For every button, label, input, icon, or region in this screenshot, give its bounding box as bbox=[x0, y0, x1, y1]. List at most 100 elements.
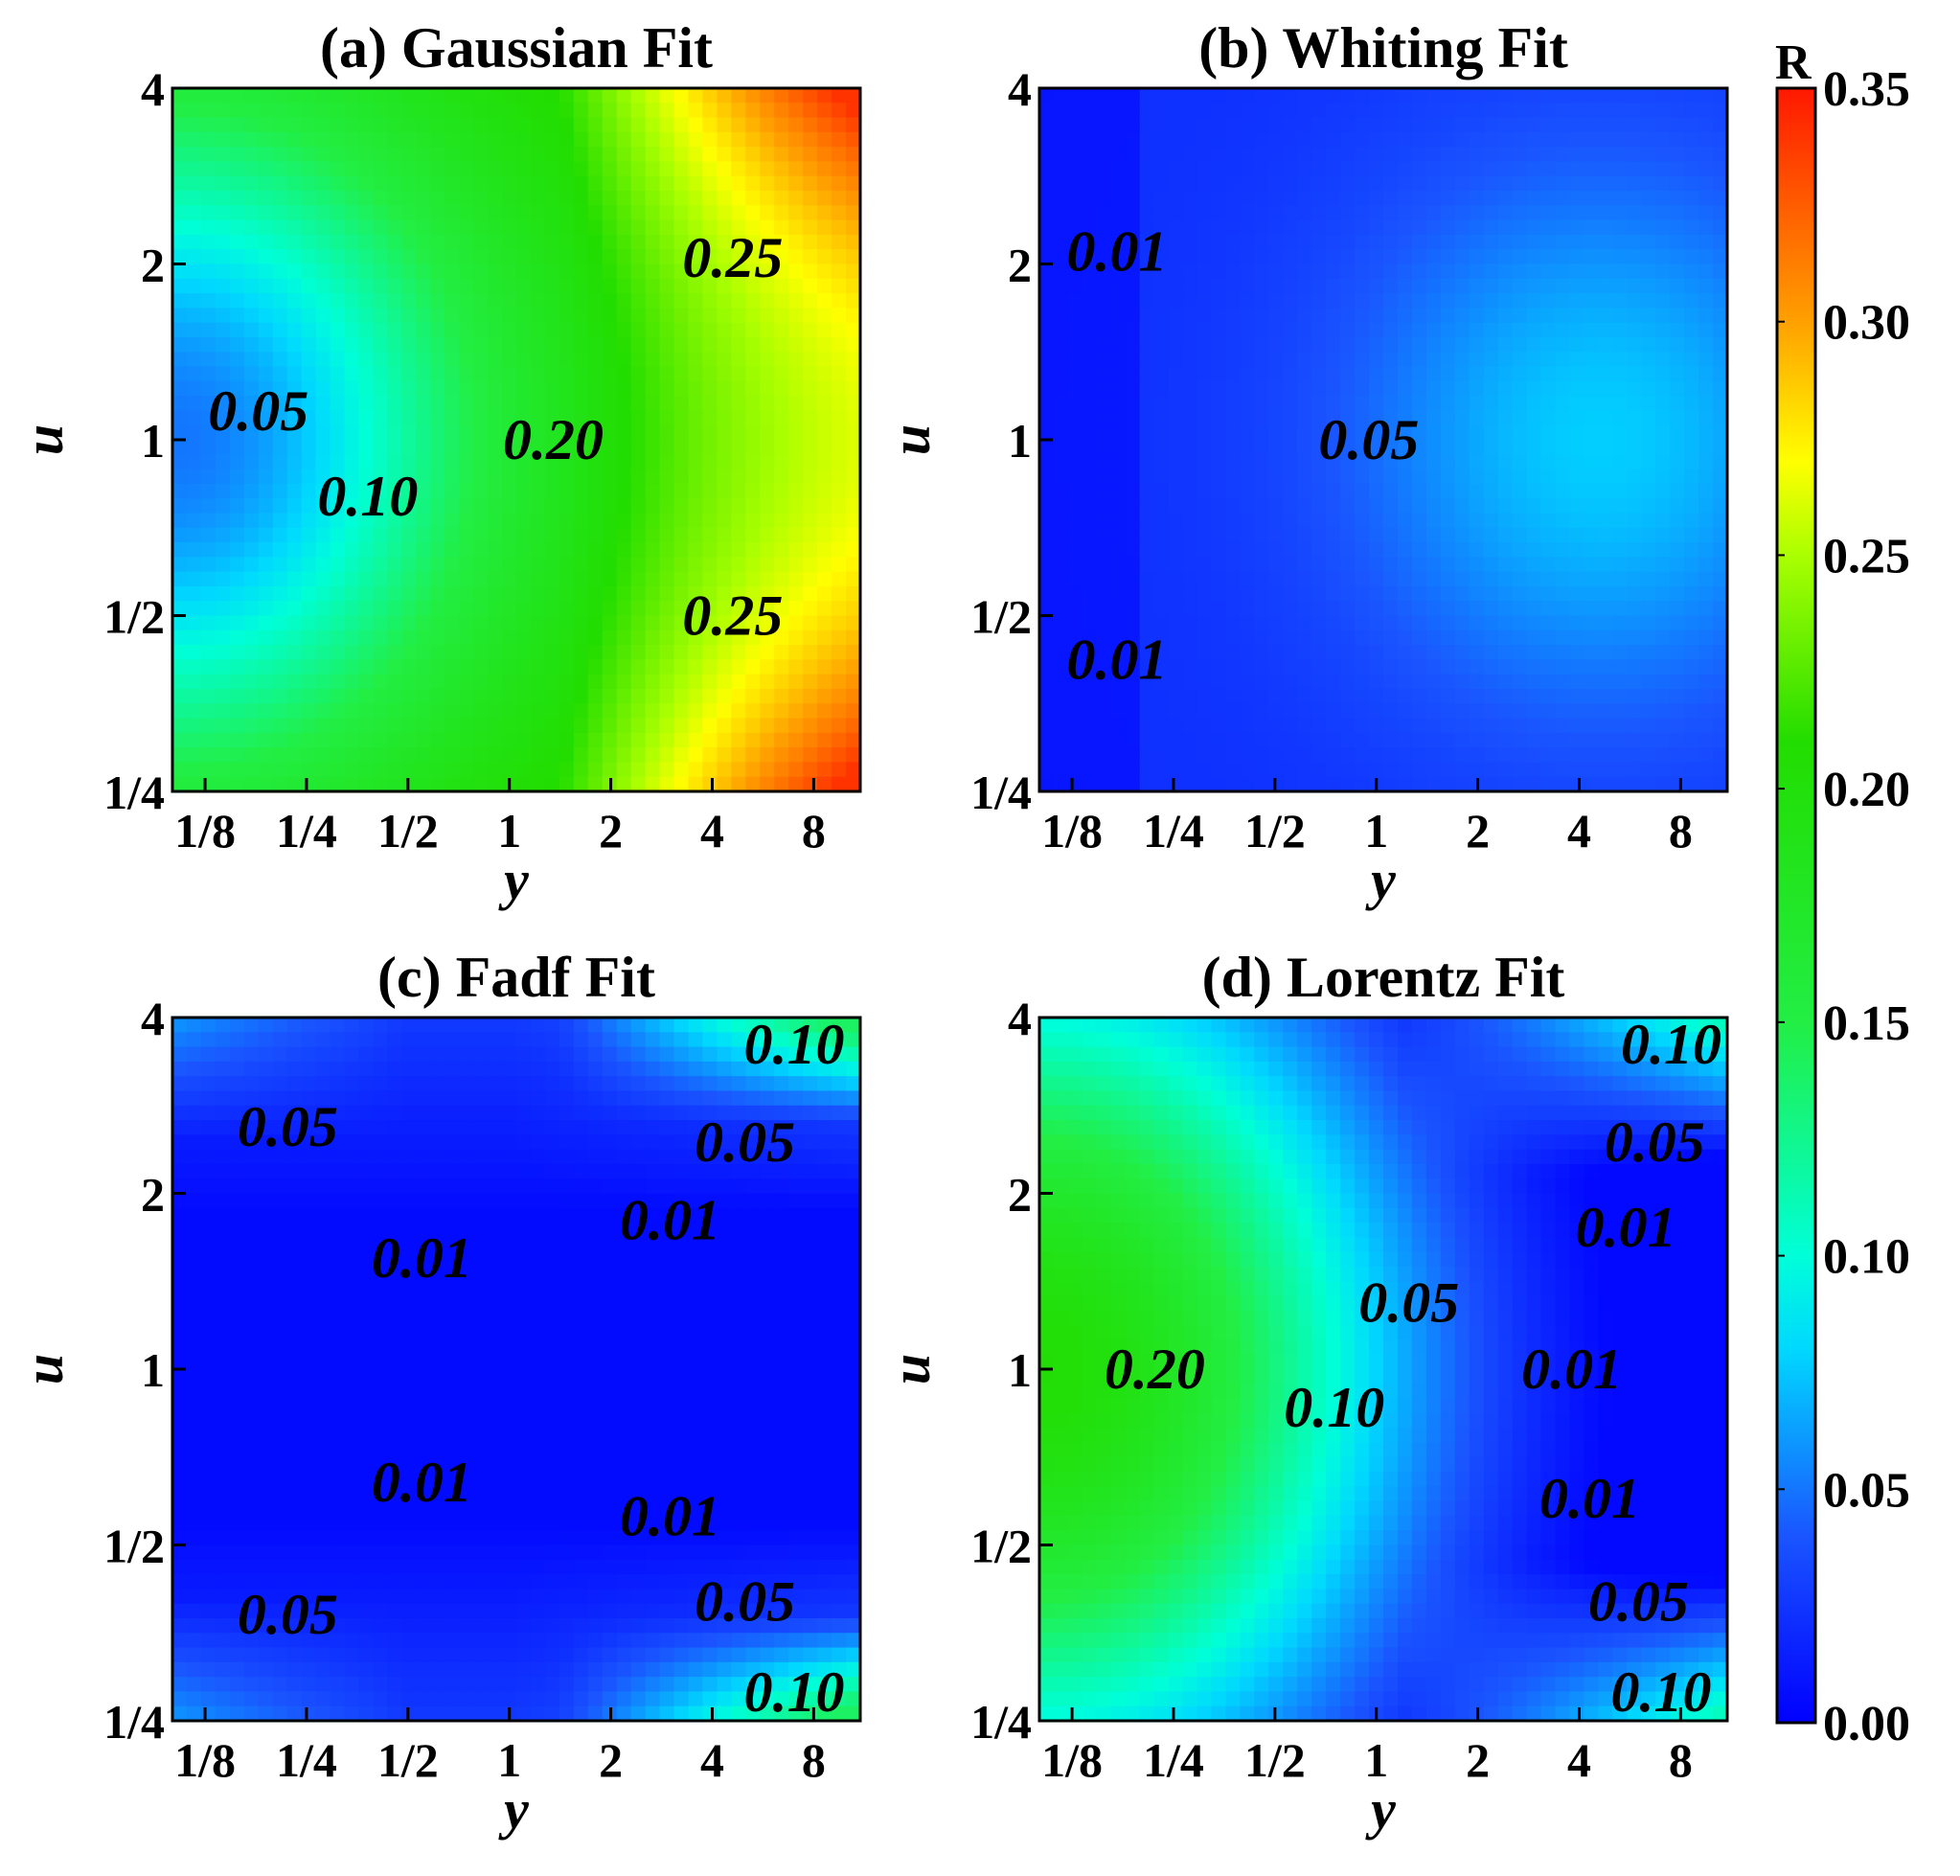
heatmap-cell bbox=[1469, 191, 1485, 206]
heatmap-cell bbox=[1311, 293, 1327, 309]
heatmap-cell bbox=[401, 117, 417, 133]
heatmap-cell bbox=[1684, 732, 1699, 748]
heatmap-cell bbox=[387, 161, 402, 177]
heatmap-cell bbox=[817, 645, 832, 660]
heatmap-cell bbox=[416, 191, 431, 206]
heatmap-cell bbox=[258, 776, 274, 791]
heatmap-cell bbox=[1569, 513, 1585, 529]
heatmap-cell bbox=[1254, 293, 1269, 309]
heatmap-cell bbox=[387, 263, 402, 280]
heatmap-cell bbox=[200, 557, 217, 573]
heatmap-cell bbox=[1397, 557, 1413, 573]
heatmap-cell bbox=[430, 645, 445, 660]
heatmap-cell bbox=[488, 161, 503, 177]
heatmap-cell bbox=[229, 380, 245, 397]
heatmap-cell bbox=[1627, 703, 1642, 720]
heatmap-cell bbox=[1254, 659, 1269, 675]
heatmap-cell bbox=[774, 336, 789, 353]
heatmap-cell bbox=[488, 336, 503, 353]
heatmap-cell bbox=[1713, 762, 1727, 778]
heatmap-cell bbox=[473, 117, 489, 133]
heatmap-cell bbox=[1340, 103, 1356, 119]
heatmap-cell bbox=[659, 147, 675, 163]
heatmap-cell bbox=[1569, 131, 1585, 148]
heatmap-cell bbox=[731, 219, 746, 236]
heatmap-cell bbox=[401, 513, 417, 529]
heatmap-cell bbox=[645, 659, 661, 675]
heatmap-cell bbox=[1340, 688, 1356, 704]
heatmap-cell bbox=[243, 1500, 260, 1517]
heatmap-cell bbox=[430, 293, 445, 309]
heatmap-cell bbox=[1125, 352, 1141, 368]
heatmap-cell bbox=[1340, 366, 1356, 382]
heatmap-cell bbox=[788, 557, 804, 573]
heatmap-cell bbox=[1125, 527, 1141, 543]
heatmap-cell bbox=[846, 278, 860, 294]
heatmap-cell bbox=[717, 645, 732, 660]
heatmap-cell bbox=[243, 1120, 260, 1135]
heatmap-cell bbox=[215, 527, 231, 543]
heatmap-cell bbox=[1039, 278, 1055, 294]
heatmap-cell bbox=[1168, 366, 1184, 382]
heatmap-cell bbox=[1526, 147, 1542, 163]
heatmap-cell bbox=[846, 322, 860, 338]
heatmap-cell bbox=[286, 440, 303, 455]
heatmap-cell bbox=[200, 1442, 217, 1458]
heatmap-cell bbox=[502, 527, 517, 543]
heatmap-cell bbox=[1698, 542, 1714, 558]
heatmap-cell bbox=[358, 234, 375, 250]
heatmap-cell bbox=[1425, 219, 1442, 236]
heatmap-cell bbox=[1670, 557, 1685, 573]
heatmap-cell bbox=[416, 469, 431, 485]
heatmap-cell bbox=[1540, 366, 1557, 382]
heatmap-cell bbox=[502, 571, 517, 587]
heatmap-cell bbox=[387, 234, 402, 250]
heatmap-cell bbox=[172, 498, 188, 515]
heatmap-cell bbox=[315, 366, 331, 382]
heatmap-cell bbox=[602, 440, 618, 455]
heatmap-cell bbox=[430, 732, 445, 748]
heatmap-cell bbox=[1483, 161, 1499, 177]
heatmap-cell bbox=[1039, 732, 1055, 748]
heatmap-cell bbox=[401, 674, 417, 690]
heatmap-cell bbox=[1369, 513, 1384, 529]
heatmap-cell bbox=[1540, 308, 1557, 324]
heatmap-cell bbox=[243, 1574, 260, 1590]
heatmap-cell bbox=[373, 601, 388, 617]
heatmap-cell bbox=[430, 440, 445, 455]
heatmap-cell bbox=[745, 629, 761, 646]
heatmap-cell bbox=[1612, 424, 1628, 441]
heatmap-cell bbox=[1153, 454, 1170, 470]
heatmap-cell bbox=[673, 645, 690, 660]
heatmap-cell bbox=[1369, 440, 1384, 455]
heatmap-cell bbox=[516, 762, 532, 778]
heatmap-cell bbox=[1440, 718, 1456, 734]
heatmap-cell bbox=[1311, 585, 1327, 602]
heatmap-cell bbox=[172, 424, 188, 441]
heatmap-cell bbox=[172, 1310, 188, 1326]
heatmap-cell bbox=[573, 629, 589, 646]
heatmap-cell bbox=[272, 498, 288, 515]
heatmap-cell bbox=[587, 571, 604, 587]
heatmap-cell bbox=[1612, 191, 1628, 206]
heatmap-cell bbox=[774, 424, 789, 441]
heatmap-cell bbox=[832, 380, 847, 397]
heatmap-cell bbox=[286, 703, 303, 720]
heatmap-cell bbox=[301, 601, 317, 617]
heatmap-cell bbox=[215, 1046, 231, 1063]
y-tick-label: 1/4 bbox=[970, 766, 1032, 819]
heatmap-cell bbox=[688, 219, 704, 236]
heatmap-cell bbox=[1225, 629, 1242, 646]
heatmap-cell bbox=[645, 147, 661, 163]
heatmap-cell bbox=[1211, 263, 1227, 280]
heatmap-cell bbox=[1555, 263, 1571, 280]
heatmap-cell bbox=[200, 1500, 217, 1517]
heatmap-cell bbox=[243, 161, 260, 177]
heatmap-cell bbox=[745, 557, 761, 573]
heatmap-cell bbox=[673, 776, 690, 791]
heatmap-cell bbox=[1641, 629, 1656, 646]
heatmap-cell bbox=[1497, 645, 1514, 660]
heatmap-cell bbox=[243, 396, 260, 412]
heatmap-cell bbox=[243, 1486, 260, 1502]
heatmap-cell bbox=[1039, 380, 1055, 397]
